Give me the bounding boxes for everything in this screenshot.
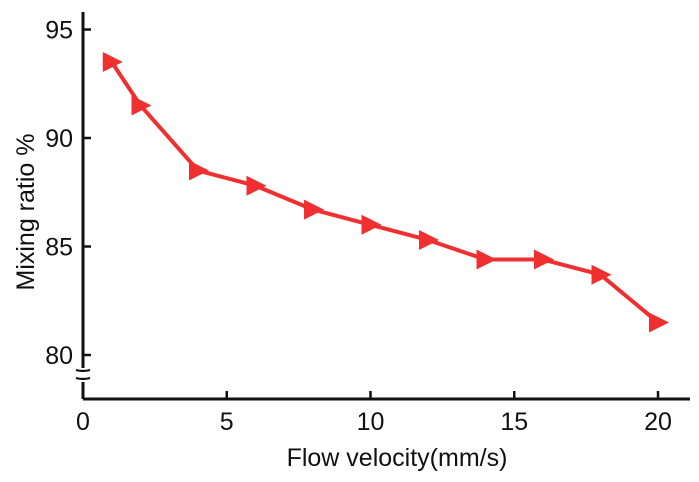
y-tick-label: 85	[45, 234, 73, 262]
data-point-marker	[419, 229, 439, 250]
data-point-marker	[131, 95, 152, 116]
y-axis-title: Mixing ratio %	[12, 134, 40, 291]
x-tick-label: 20	[644, 408, 672, 436]
data-point-marker	[649, 312, 669, 333]
x-axis-title: Flow velocity(mm/s)	[287, 444, 508, 472]
data-series	[102, 52, 669, 333]
axis-break-icon	[70, 368, 96, 382]
x-tick-label: 0	[76, 408, 90, 436]
series-line	[110, 60, 660, 324]
axes	[70, 12, 690, 401]
data-point-marker	[591, 264, 612, 285]
y-tick-label: 80	[45, 342, 73, 370]
x-tick-label: 5	[220, 408, 234, 436]
data-point-marker	[476, 249, 497, 270]
data-point-marker	[534, 249, 554, 270]
y-tick-label: 90	[45, 125, 73, 153]
data-point-marker	[246, 175, 267, 196]
data-point-marker	[361, 214, 382, 235]
y-ticks: 80 85 90 95	[45, 17, 91, 370]
x-tick-label: 15	[500, 408, 528, 436]
data-point-marker	[304, 199, 324, 220]
x-ticks: 0 5 10 15 20	[76, 391, 672, 436]
data-point-marker	[189, 160, 209, 181]
y-tick-label: 95	[45, 17, 73, 45]
data-point-marker	[102, 52, 123, 73]
x-tick-label: 10	[357, 408, 385, 436]
